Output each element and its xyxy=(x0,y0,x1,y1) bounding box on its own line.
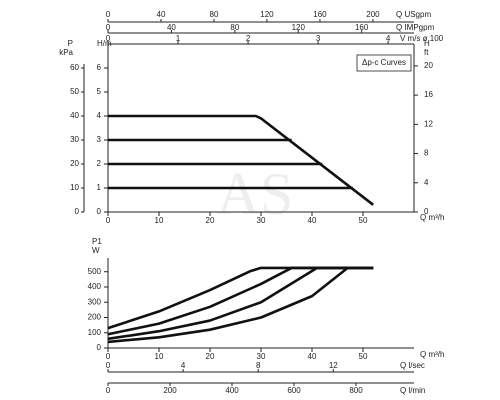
axis-label: P xyxy=(68,39,73,48)
y-tick-label: 300 xyxy=(88,297,102,306)
y-axis-label: P1 xyxy=(92,237,102,246)
axis-label: ft xyxy=(424,48,429,57)
curve xyxy=(107,266,374,341)
y-tick-label: 6 xyxy=(97,63,102,72)
x-tick-label: 10 xyxy=(155,216,164,225)
x-tick-label: 20 xyxy=(206,352,215,361)
axis-label: H xyxy=(424,39,430,48)
axis-tick-label: 0 xyxy=(106,361,111,370)
y-tick-label: 0 xyxy=(97,207,102,216)
axis-tick-label: 0 xyxy=(106,386,111,395)
axis-tick-label: 400 xyxy=(225,386,239,395)
x-tick-label: 30 xyxy=(257,216,266,225)
y-tick-label: 100 xyxy=(88,328,102,337)
axis-label: Q IMPgpm xyxy=(396,23,435,32)
axis-tick-label: 40 xyxy=(70,111,79,120)
axis-label: Q l/sec xyxy=(400,361,425,370)
axis-tick-label: 16 xyxy=(424,90,433,99)
axis-tick-label: 0 xyxy=(75,207,80,216)
axis-tick-label: 10 xyxy=(70,183,79,192)
y-tick-label: 500 xyxy=(88,267,102,276)
y-tick-label: 4 xyxy=(97,111,102,120)
axis-tick-label: 20 xyxy=(424,61,433,70)
y-tick-label: 1 xyxy=(97,183,102,192)
y-axis-label: W xyxy=(92,246,100,255)
y-tick-label: 2 xyxy=(97,159,102,168)
axis-tick-label: 30 xyxy=(70,135,79,144)
y-tick-label: 400 xyxy=(88,282,102,291)
axis-tick-label: 4 xyxy=(181,361,186,370)
axis-tick-label: 4 xyxy=(424,178,429,187)
axis-tick-label: 8 xyxy=(256,361,261,370)
x-axis-label: Q m³/h xyxy=(420,213,444,222)
x-tick-label: 40 xyxy=(308,216,317,225)
x-tick-label: 20 xyxy=(206,216,215,225)
axis-tick-label: 40 xyxy=(157,10,166,19)
watermark: AS xyxy=(217,161,294,227)
axis-tick-label: 0 xyxy=(106,23,111,32)
axis-tick-label: 2 xyxy=(246,34,251,43)
x-tick-label: 0 xyxy=(106,216,111,225)
x-tick-label: 10 xyxy=(155,352,164,361)
axis-tick-label: 3 xyxy=(316,34,321,43)
axis-tick-label: 80 xyxy=(210,10,219,19)
curve xyxy=(107,266,374,344)
axis-label: V m/s ø 100 xyxy=(400,34,444,43)
x-axis-label: Q m³/h xyxy=(420,350,444,359)
curve xyxy=(108,114,374,206)
axis-tick-label: 40 xyxy=(167,23,176,32)
axis-tick-label: 120 xyxy=(260,10,274,19)
axis-tick-label: 60 xyxy=(70,63,79,72)
axis-tick-label: 0 xyxy=(106,10,111,19)
x-tick-label: 30 xyxy=(257,352,266,361)
y-tick-label: 5 xyxy=(97,87,102,96)
axis-tick-label: 800 xyxy=(349,386,363,395)
curve xyxy=(107,266,374,336)
axis-tick-label: 8 xyxy=(424,149,429,158)
axis-tick-label: 12 xyxy=(424,119,433,128)
axis-tick-label: 12 xyxy=(329,361,338,370)
legend-box xyxy=(356,54,412,72)
axis-tick-label: 160 xyxy=(355,23,369,32)
axis-tick-label: 160 xyxy=(313,10,327,19)
x-tick-label: 0 xyxy=(106,352,111,361)
axis-tick-label: 200 xyxy=(366,10,380,19)
axis-label: kPa xyxy=(59,48,73,57)
legend-text: Δp-c Curves xyxy=(362,58,406,67)
axis-tick-label: 600 xyxy=(287,386,301,395)
y-tick-label: 200 xyxy=(88,313,102,322)
y-tick-label: 0 xyxy=(97,343,102,352)
axis-tick-label: 0 xyxy=(424,207,429,216)
x-tick-label: 40 xyxy=(308,352,317,361)
axis-tick-label: 120 xyxy=(292,23,306,32)
y-axis-label: H/m xyxy=(97,39,112,48)
y-tick-label: 3 xyxy=(97,135,102,144)
x-tick-label: 50 xyxy=(359,352,368,361)
axis-tick-label: 0 xyxy=(106,34,111,43)
curve xyxy=(107,266,374,330)
axis-label: Q l/min xyxy=(400,386,425,395)
axis-tick-label: 200 xyxy=(163,386,177,395)
x-tick-label: 50 xyxy=(359,216,368,225)
axis-label: Q USgpm xyxy=(396,10,431,19)
axis-tick-label: 4 xyxy=(386,34,391,43)
axis-tick-label: 50 xyxy=(70,87,79,96)
axis-tick-label: 20 xyxy=(70,159,79,168)
axis-tick-label: 1 xyxy=(176,34,181,43)
axis-tick-label: 80 xyxy=(230,23,239,32)
